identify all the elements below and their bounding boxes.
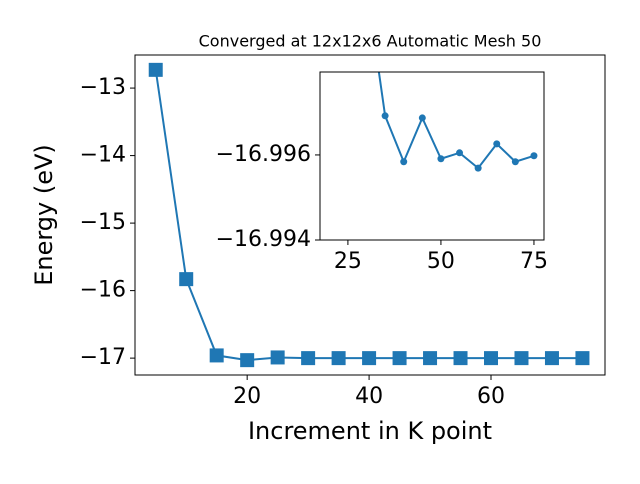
marker [423,351,438,366]
x-tick-label: 75 [520,249,548,274]
y-tick-label: −16.996 [216,142,311,167]
marker [400,158,408,166]
marker [453,351,468,366]
marker [493,140,501,148]
x-tick-label: 25 [334,249,362,274]
marker [530,152,538,160]
marker [148,62,163,77]
marker [362,351,377,366]
y-tick-label: −16 [80,278,126,303]
series-line [377,72,535,170]
marker [575,351,590,366]
plot-area [377,72,538,172]
inset-background [320,72,544,240]
marker [270,350,285,365]
marker [474,164,482,172]
y-axis-label: Energy (eV) [30,144,58,286]
marker [544,351,559,366]
marker [209,348,224,363]
marker [381,112,389,120]
marker [511,158,519,166]
marker [418,114,426,122]
axes-frame [319,71,545,241]
marker [301,351,316,366]
y-tick-label: −16.994 [216,227,311,252]
chart-title: Converged at 12x12x6 Automatic Mesh 50 [199,32,542,51]
marker [179,272,194,287]
marker [331,351,346,366]
y-tick-label: −17 [80,345,126,370]
x-tick-label: 40 [355,384,383,409]
marker [392,351,407,366]
marker [514,351,529,366]
x-axis-label: Increment in K point [248,417,492,445]
marker [437,155,445,163]
x-tick-label: 20 [233,384,261,409]
marker [484,351,499,366]
marker [240,353,255,368]
x-tick-label: 50 [427,249,455,274]
marker [456,149,464,157]
plot-area [148,62,590,368]
x-tick-label: 60 [477,384,505,409]
axes-frame [134,54,606,376]
y-tick-label: −13 [80,75,126,100]
y-tick-label: −14 [80,143,126,168]
y-tick-label: −15 [80,210,126,235]
